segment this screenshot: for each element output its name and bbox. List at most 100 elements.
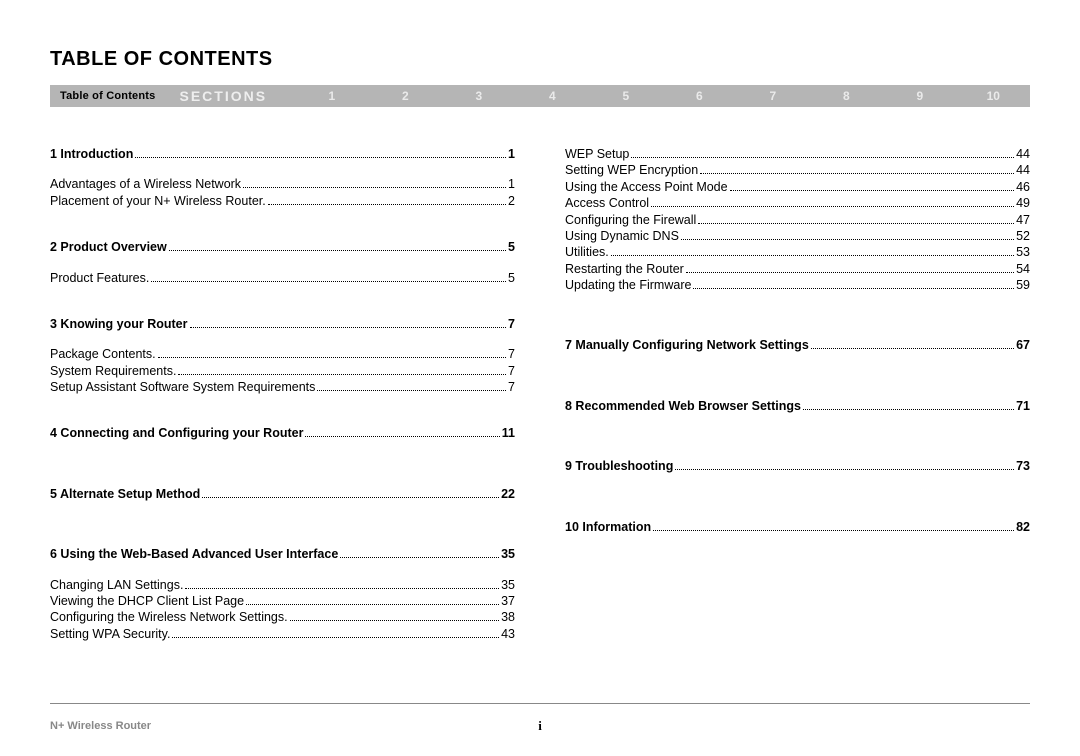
toc-item[interactable]: Restarting the Router 54 (565, 262, 1030, 276)
toc-item[interactable]: Using the Access Point Mode 46 (565, 180, 1030, 194)
toc-gap (565, 385, 1030, 399)
toc-entry-title: System Requirements. (50, 364, 176, 378)
toc-dot-leader (686, 266, 1014, 272)
toc-gap (50, 163, 515, 177)
toc-item[interactable]: Setting WPA Security. 43 (50, 627, 515, 641)
toc-entry-title: 1 Introduction (50, 147, 133, 161)
toc-item[interactable]: Changing LAN Settings. 35 (50, 578, 515, 592)
toc-entry-title: Viewing the DHCP Client List Page (50, 594, 244, 608)
nav-toc-label[interactable]: Table of Contents (50, 90, 169, 102)
toc-item[interactable]: System Requirements. 7 (50, 364, 515, 378)
toc-left-column: 1 Introduction 1Advantages of a Wireless… (50, 147, 515, 643)
toc-dot-leader (202, 492, 499, 498)
nav-section-8[interactable]: 8 (810, 89, 884, 103)
toc-dot-leader (340, 552, 499, 558)
toc-item[interactable]: WEP Setup 44 (565, 147, 1030, 161)
toc-entry-page: 53 (1016, 245, 1030, 259)
toc-entry-title: 6 Using the Web-Based Advanced User Inte… (50, 547, 338, 561)
toc-item[interactable]: Viewing the DHCP Client List Page 37 (50, 594, 515, 608)
toc-item[interactable]: Using Dynamic DNS 52 (565, 229, 1030, 243)
nav-section-10[interactable]: 10 (957, 89, 1031, 103)
nav-section-2[interactable]: 2 (369, 89, 443, 103)
toc-heading[interactable]: 4 Connecting and Configuring your Router… (50, 426, 515, 440)
toc-entry-page: 38 (501, 610, 515, 624)
toc-item[interactable]: Updating the Firmware 59 (565, 278, 1030, 292)
toc-dot-leader (158, 352, 506, 358)
toc-columns: 1 Introduction 1Advantages of a Wireless… (50, 147, 1030, 643)
toc-heading[interactable]: 9 Troubleshooting 73 (565, 459, 1030, 473)
toc-entry-title: Configuring the Firewall (565, 213, 696, 227)
nav-section-4[interactable]: 4 (516, 89, 590, 103)
toc-entry-title: WEP Setup (565, 147, 629, 161)
toc-heading[interactable]: 7 Manually Configuring Network Settings … (565, 338, 1030, 352)
toc-right-column: WEP Setup 44Setting WEP Encryption 44Usi… (565, 147, 1030, 643)
toc-dot-leader (803, 404, 1014, 410)
toc-gap (50, 473, 515, 487)
toc-entry-page: 54 (1016, 262, 1030, 276)
footer-rule (50, 703, 1030, 704)
toc-item[interactable]: Advantages of a Wireless Network 1 (50, 177, 515, 191)
toc-entry-page: 37 (501, 594, 515, 608)
nav-section-3[interactable]: 3 (442, 89, 516, 103)
footer-product-name: N+ Wireless Router (50, 720, 151, 732)
toc-heading[interactable]: 1 Introduction 1 (50, 147, 515, 161)
toc-item[interactable]: Configuring the Firewall 47 (565, 213, 1030, 227)
toc-item[interactable]: Product Features. 5 (50, 271, 515, 285)
toc-entry-title: 5 Alternate Setup Method (50, 487, 200, 501)
toc-entry-page: 49 (1016, 196, 1030, 210)
nav-section-1[interactable]: 1 (295, 89, 369, 103)
toc-entry-page: 47 (1016, 213, 1030, 227)
toc-entry-title: Changing LAN Settings. (50, 578, 183, 592)
toc-entry-page: 44 (1016, 163, 1030, 177)
toc-entry-page: 46 (1016, 180, 1030, 194)
toc-entry-title: Advantages of a Wireless Network (50, 177, 241, 191)
nav-section-7[interactable]: 7 (736, 89, 810, 103)
toc-dot-leader (611, 250, 1014, 256)
toc-item[interactable]: Setting WEP Encryption 44 (565, 163, 1030, 177)
nav-section-6[interactable]: 6 (663, 89, 737, 103)
toc-dot-leader (190, 322, 507, 328)
toc-gap (50, 210, 515, 240)
toc-item[interactable]: Configuring the Wireless Network Setting… (50, 610, 515, 624)
toc-item[interactable]: Placement of your N+ Wireless Router. 2 (50, 194, 515, 208)
nav-section-5[interactable]: 5 (589, 89, 663, 103)
toc-heading[interactable]: 8 Recommended Web Browser Settings 71 (565, 399, 1030, 413)
toc-entry-page: 43 (501, 627, 515, 641)
toc-item[interactable]: Access Control 49 (565, 196, 1030, 210)
toc-dot-leader (268, 199, 506, 205)
nav-section-9[interactable]: 9 (883, 89, 957, 103)
toc-gap (565, 506, 1030, 520)
toc-heading[interactable]: 6 Using the Web-Based Advanced User Inte… (50, 547, 515, 561)
toc-dot-leader (169, 245, 506, 251)
toc-entry-page: 1 (508, 177, 515, 191)
toc-entry-page: 7 (508, 317, 515, 331)
toc-entry-page: 52 (1016, 229, 1030, 243)
toc-entry-title: 4 Connecting and Configuring your Router (50, 426, 303, 440)
toc-dot-leader (698, 217, 1014, 223)
toc-gap (50, 333, 515, 347)
toc-heading[interactable]: 2 Product Overview 5 (50, 240, 515, 254)
toc-dot-leader (681, 234, 1014, 240)
toc-entry-title: 9 Troubleshooting (565, 459, 673, 473)
toc-heading[interactable]: 5 Alternate Setup Method 22 (50, 487, 515, 501)
section-nav-bar: Table of Contents SECTIONS 1 2 3 4 5 6 7… (50, 85, 1030, 107)
footer: N+ Wireless Router i (50, 720, 1030, 732)
toc-entry-title: 10 Information (565, 520, 651, 534)
toc-dot-leader (811, 343, 1014, 349)
toc-item[interactable]: Setup Assistant Software System Requirem… (50, 380, 515, 394)
toc-entry-page: 2 (508, 194, 515, 208)
nav-sections-label: SECTIONS (169, 88, 295, 104)
toc-entry-page: 73 (1016, 459, 1030, 473)
toc-item[interactable]: Package Contents. 7 (50, 347, 515, 361)
toc-item[interactable]: Utilities. 53 (565, 245, 1030, 259)
toc-heading[interactable]: 3 Knowing your Router 7 (50, 317, 515, 331)
toc-gap (565, 415, 1030, 445)
toc-entry-page: 44 (1016, 147, 1030, 161)
toc-dot-leader (151, 275, 506, 281)
toc-entry-page: 35 (501, 578, 515, 592)
toc-entry-title: Setting WEP Encryption (565, 163, 698, 177)
toc-dot-leader (631, 152, 1014, 158)
toc-entry-title: Using Dynamic DNS (565, 229, 679, 243)
toc-heading[interactable]: 10 Information 82 (565, 520, 1030, 534)
toc-dot-leader (243, 182, 506, 188)
